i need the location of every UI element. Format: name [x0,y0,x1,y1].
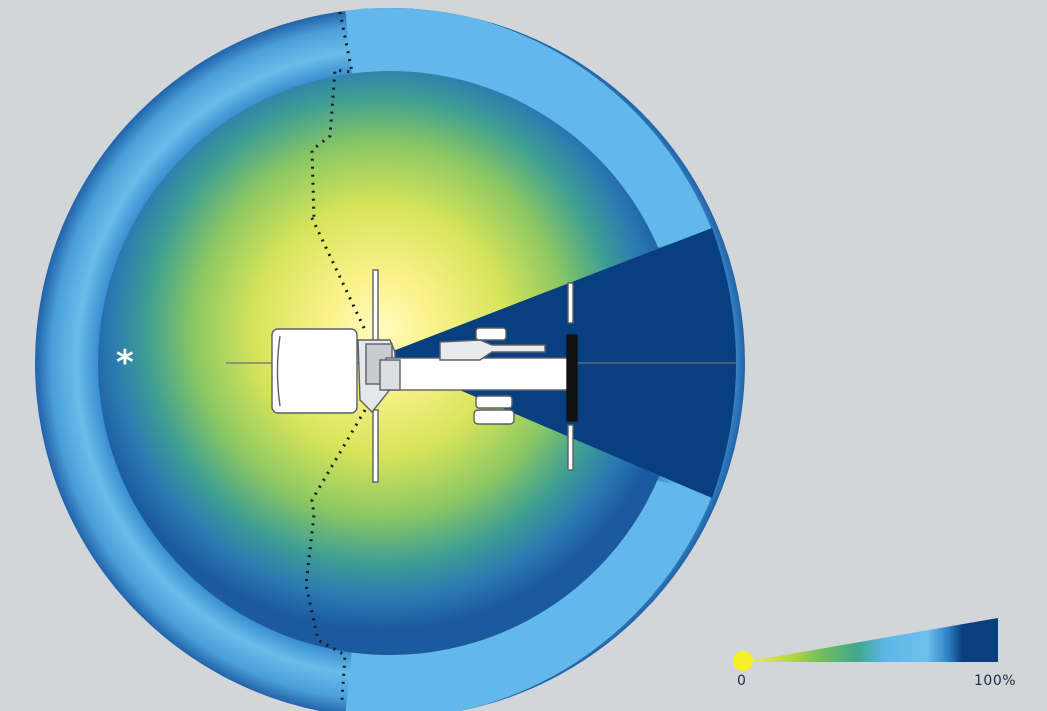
tractor-top-view [271,269,578,483]
legend-min-label: 0 [737,673,747,689]
operator-position-marker: * [116,343,134,383]
legend-max-label: 100% [974,673,1017,689]
legend-wedge [744,618,998,662]
sight-boundary-lines [304,11,367,701]
legend-start-dot [733,651,753,671]
